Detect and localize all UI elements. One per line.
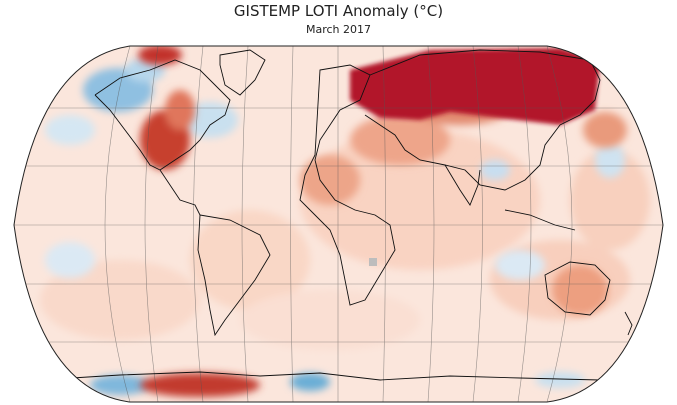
anomaly-field	[14, 46, 663, 402]
map-title: GISTEMP LOTI Anomaly (°C)	[233, 2, 444, 20]
map-subtitle: March 2017	[305, 23, 372, 36]
strong-warm-eurasia	[350, 48, 600, 125]
graticule	[14, 46, 663, 402]
missing-data-cell	[369, 258, 377, 266]
globe-outline	[13, 45, 664, 403]
coastlines	[39, 49, 651, 386]
